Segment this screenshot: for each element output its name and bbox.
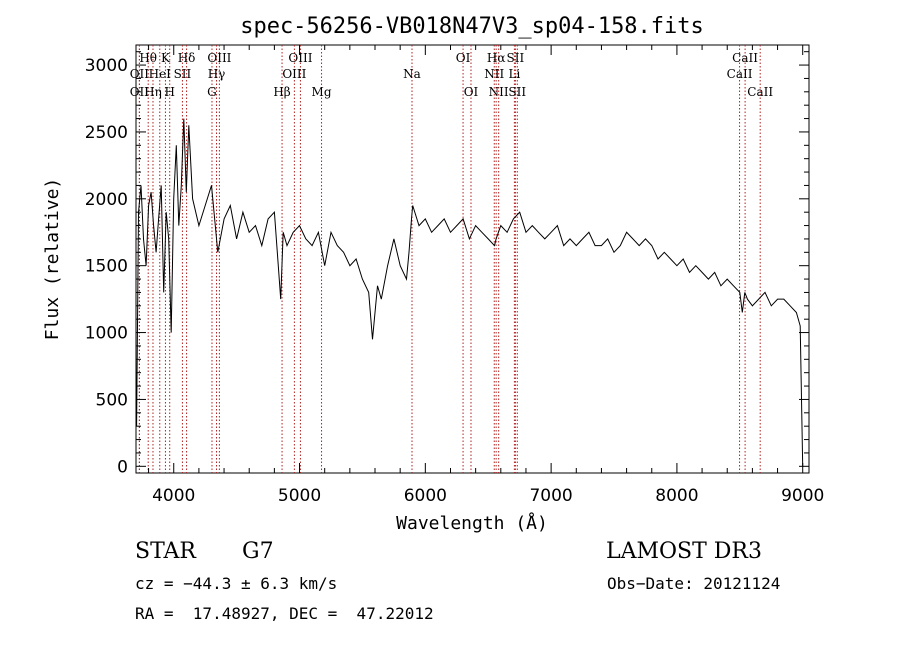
x-tick-label: 5000 — [278, 486, 321, 506]
survey-name: LAMOST DR3 — [606, 539, 762, 564]
line-label: OIII — [282, 67, 306, 81]
y-axis-label: Flux (relative) — [42, 178, 63, 341]
line-label: HeI — [149, 67, 172, 81]
line-label: SII — [508, 85, 526, 99]
series-group — [136, 118, 804, 467]
x-tick-label: 9000 — [781, 486, 824, 506]
line-label: CaII — [732, 51, 758, 65]
line-label: OIII — [288, 51, 312, 65]
y-tick-label: 2500 — [85, 123, 128, 143]
line-label: Hγ — [208, 67, 226, 81]
y-tick-label: 500 — [96, 390, 128, 410]
x-tick-label: 7000 — [529, 486, 572, 506]
line-label: OII — [130, 67, 150, 81]
line-label: Hη — [144, 85, 162, 99]
spectral-line-markers — [138, 45, 761, 473]
y-tick-label: 2000 — [85, 190, 128, 210]
line-label: Hβ — [273, 85, 290, 99]
x-axis-ticks: 4000 5000 6000 7000 8000 9000 — [148, 45, 824, 506]
line-label: Na — [403, 67, 421, 81]
x-axis-label: Wavelength (Å) — [396, 512, 548, 534]
x-tick-label: 4000 — [152, 486, 195, 506]
x-tick-label: 8000 — [655, 486, 698, 506]
line-label: G — [207, 85, 217, 99]
chart-title: spec-56256-VB018N47V3_sp04-158.fits — [240, 14, 704, 39]
subclass: G7 — [242, 539, 274, 564]
y-tick-label: 1000 — [85, 324, 128, 344]
line-label: SII — [507, 51, 525, 65]
line-label: Hδ — [178, 51, 196, 65]
obs-date: Obs−Date: 20121124 — [607, 574, 781, 593]
spectrum-line — [136, 118, 804, 467]
x-tick-label: 6000 — [404, 486, 447, 506]
line-label: CaII — [747, 85, 773, 99]
y-tick-label: 0 — [117, 457, 128, 477]
line-label: Hθ — [139, 51, 157, 65]
y-tick-label: 1500 — [85, 257, 128, 277]
line-label: Li — [508, 67, 520, 81]
line-label: SII — [174, 67, 192, 81]
line-label: CaII — [727, 67, 753, 81]
line-label: NII — [489, 85, 509, 99]
line-label: OIII — [207, 51, 231, 65]
cz-value: cz = −44.3 ± 6.3 km/s — [135, 574, 338, 593]
line-label: Hα — [487, 51, 506, 65]
y-tick-label: 3000 — [85, 56, 128, 76]
line-label: Mg — [312, 85, 332, 99]
line-label: OI — [464, 85, 479, 99]
line-label: K — [161, 51, 171, 65]
object-class: STAR — [135, 539, 196, 564]
line-label: OI — [456, 51, 471, 65]
line-label: H — [164, 85, 174, 99]
y-axis-ticks: 0 500 1000 1500 2000 2500 3000 — [85, 51, 809, 477]
plot-frame — [135, 44, 810, 474]
line-label: NII — [484, 67, 504, 81]
ra-dec: RA = 17.48927, DEC = 47.22012 — [135, 604, 434, 623]
